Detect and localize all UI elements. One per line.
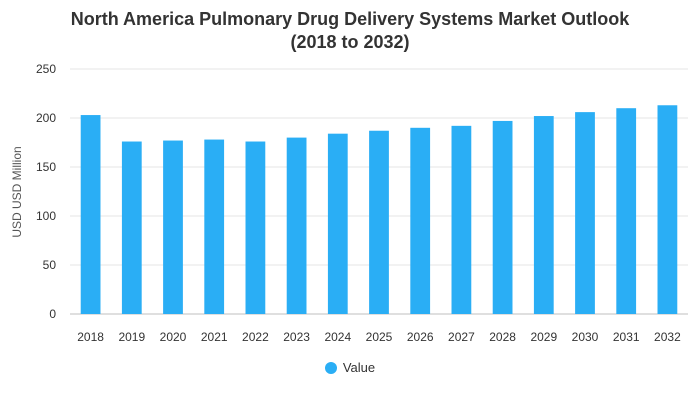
y-axis-title: USD USD Million xyxy=(10,146,24,237)
chart-title: North America Pulmonary Drug Delivery Sy… xyxy=(0,8,700,54)
bar-2027[interactable] xyxy=(451,125,472,314)
x-tick-label: 2024 xyxy=(324,330,351,344)
x-tick-label: 2021 xyxy=(201,330,228,344)
y-axis: 0 50 100 150 200 250 xyxy=(36,62,56,321)
bar-2032[interactable] xyxy=(657,105,678,314)
x-tick-label: 2029 xyxy=(530,330,557,344)
bar-2022[interactable] xyxy=(245,141,266,314)
x-tick-label: 2020 xyxy=(160,330,187,344)
chart-title-line-2: (2018 to 2032) xyxy=(290,32,410,52)
y-tick-label: 150 xyxy=(36,160,56,174)
x-tick-label: 2018 xyxy=(77,330,104,344)
legend: Value xyxy=(0,360,700,377)
x-tick-label: 2027 xyxy=(448,330,475,344)
bar-2026[interactable] xyxy=(410,127,431,314)
x-tick-label: 2030 xyxy=(572,330,599,344)
y-tick-label: 200 xyxy=(36,111,56,125)
bar-2030[interactable] xyxy=(575,112,595,315)
bar-2025[interactable] xyxy=(369,130,389,314)
x-tick-label: 2026 xyxy=(407,330,434,344)
legend-label: Value xyxy=(342,360,376,375)
bar-2029[interactable] xyxy=(533,116,554,314)
bar-2019[interactable] xyxy=(121,141,142,314)
x-tick-label: 2028 xyxy=(489,330,516,344)
y-tick-label: 0 xyxy=(49,307,56,321)
bar-2020[interactable] xyxy=(163,140,183,314)
legend-swatch xyxy=(324,361,337,374)
bar-2031[interactable] xyxy=(616,108,637,314)
legend-item-value[interactable]: Value xyxy=(324,360,376,375)
bar-2023[interactable] xyxy=(286,137,307,314)
bar-2024[interactable] xyxy=(327,133,348,314)
x-axis: 2018 2019 2020 2021 2022 2023 2024 2025 2026 2027… xyxy=(77,330,681,344)
x-tick-label: 2019 xyxy=(118,330,145,344)
y-tick-label: 50 xyxy=(43,258,57,272)
bar-2021[interactable] xyxy=(204,139,225,314)
x-tick-label: 2031 xyxy=(613,330,640,344)
bars xyxy=(80,105,678,315)
x-tick-label: 2032 xyxy=(654,330,681,344)
y-tick-label: 100 xyxy=(36,209,56,223)
x-tick-label: 2022 xyxy=(242,330,269,344)
bar-2028[interactable] xyxy=(492,120,513,314)
x-tick-label: 2025 xyxy=(366,330,393,344)
bar-2018[interactable] xyxy=(80,115,101,314)
x-tick-label: 2023 xyxy=(283,330,310,344)
y-tick-label: 250 xyxy=(36,62,56,76)
chart-title-line-1: North America Pulmonary Drug Delivery Sy… xyxy=(70,9,630,29)
